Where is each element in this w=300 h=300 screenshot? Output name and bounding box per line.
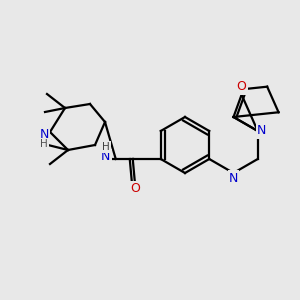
Text: H: H (40, 139, 48, 149)
Text: N: N (101, 151, 110, 164)
Text: O: O (237, 80, 246, 94)
Text: N: N (257, 124, 266, 137)
Text: N: N (39, 128, 49, 140)
Text: O: O (130, 182, 140, 196)
Text: H: H (102, 142, 110, 152)
Text: N: N (229, 172, 238, 184)
